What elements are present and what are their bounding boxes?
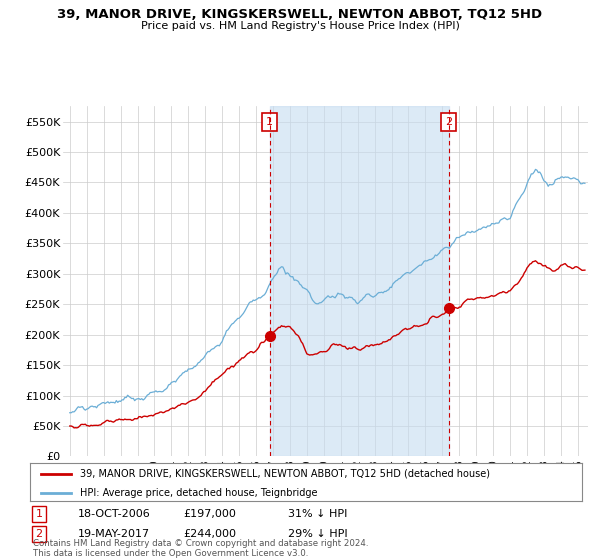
Text: £197,000: £197,000 [183,509,236,519]
Text: 2: 2 [35,529,43,539]
Text: 18-OCT-2006: 18-OCT-2006 [78,509,151,519]
Text: 31% ↓ HPI: 31% ↓ HPI [288,509,347,519]
Text: HPI: Average price, detached house, Teignbridge: HPI: Average price, detached house, Teig… [80,488,317,498]
Text: £244,000: £244,000 [183,529,236,539]
Text: Price paid vs. HM Land Registry's House Price Index (HPI): Price paid vs. HM Land Registry's House … [140,21,460,31]
Text: 39, MANOR DRIVE, KINGSKERSWELL, NEWTON ABBOT, TQ12 5HD: 39, MANOR DRIVE, KINGSKERSWELL, NEWTON A… [58,8,542,21]
Text: 1: 1 [35,509,43,519]
Text: 1: 1 [266,117,273,127]
Text: 39, MANOR DRIVE, KINGSKERSWELL, NEWTON ABBOT, TQ12 5HD (detached house): 39, MANOR DRIVE, KINGSKERSWELL, NEWTON A… [80,469,490,479]
Text: 29% ↓ HPI: 29% ↓ HPI [288,529,347,539]
Text: 19-MAY-2017: 19-MAY-2017 [78,529,150,539]
Text: 2: 2 [445,117,452,127]
Bar [269,106,449,456]
Text: Contains HM Land Registry data © Crown copyright and database right 2024.
This d: Contains HM Land Registry data © Crown c… [33,539,368,558]
